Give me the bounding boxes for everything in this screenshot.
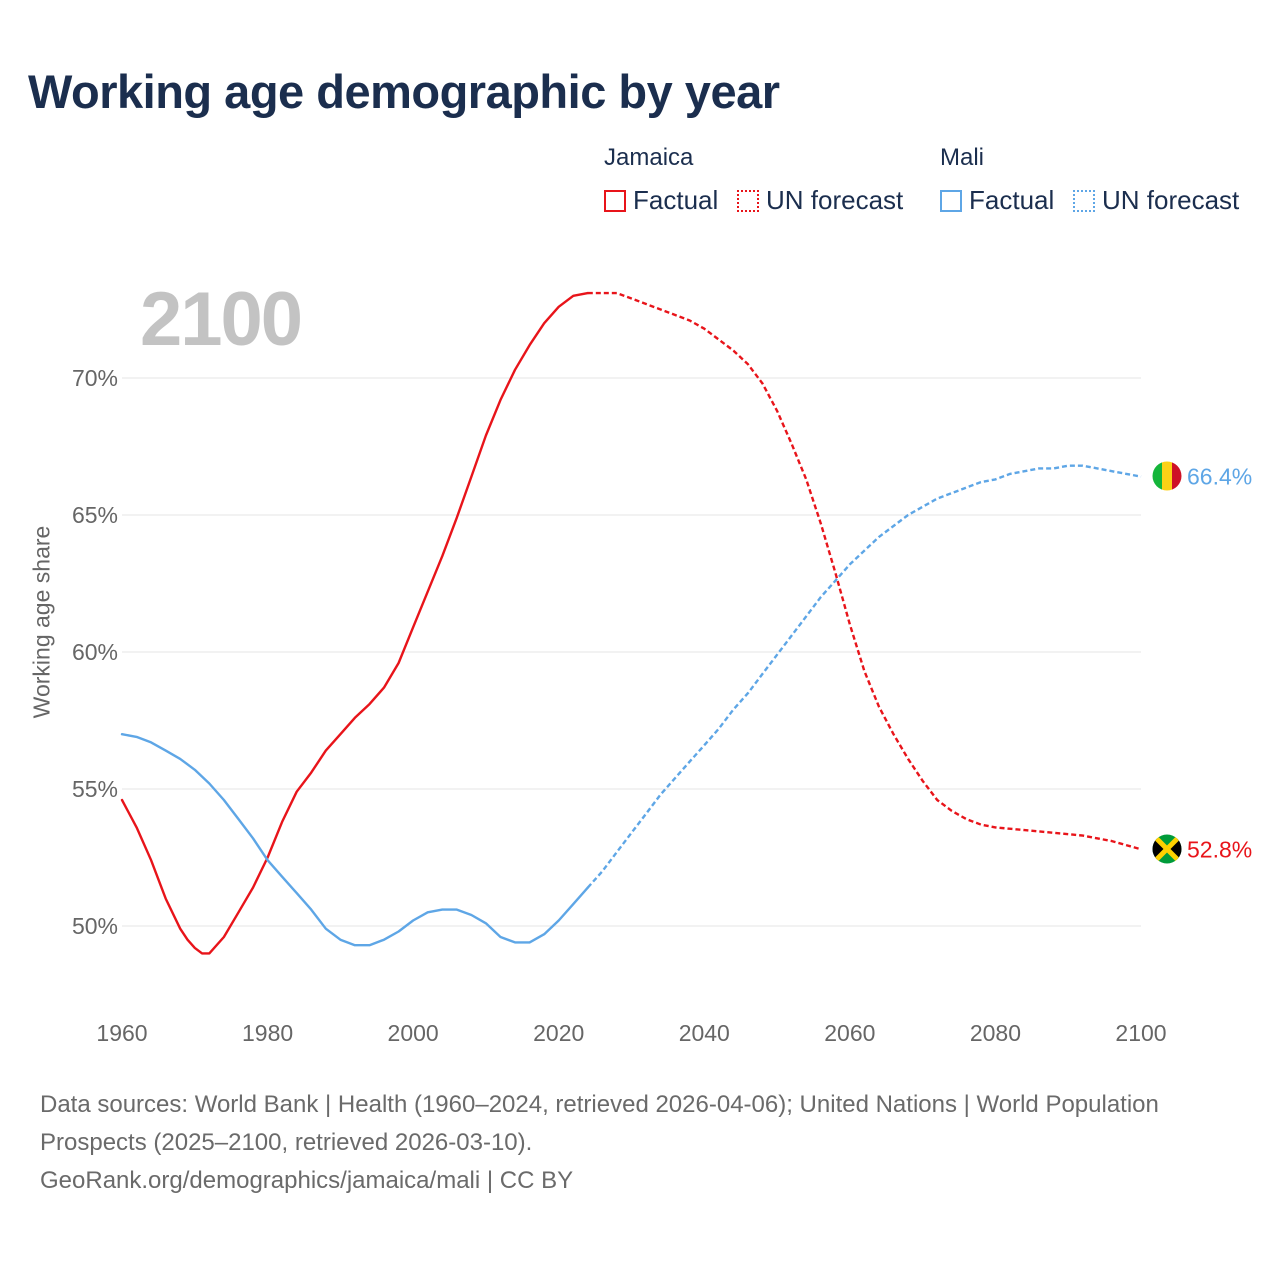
legend-label: UN forecast: [766, 185, 904, 215]
legend-swatch-solid-blue: [940, 189, 962, 212]
legend-label: Factual: [633, 185, 719, 215]
footer-sources: Data sources: World Bank | Health (1960–…: [40, 1091, 1159, 1156]
legend-jamaica-factual[interactable]: Factual: [604, 185, 718, 216]
jamaica-factual-line: [120, 291, 589, 955]
x-tick-label: 1960: [96, 1020, 147, 1046]
x-tick-label: 2040: [679, 1020, 730, 1046]
mali-flag-icon: [1152, 461, 1182, 491]
x-tick-label: 2100: [1115, 1020, 1166, 1046]
end-markers: 52.8% 66.4%: [1152, 461, 1252, 864]
mali-factual-line: [120, 733, 589, 947]
x-tick-label: 2060: [824, 1020, 875, 1046]
current-year-display: 2100: [140, 277, 303, 362]
legend-jamaica-forecast[interactable]: UN forecast: [737, 185, 903, 216]
legend-mali-forecast[interactable]: UN forecast: [1073, 185, 1239, 216]
legend-mali-factual[interactable]: Factual: [940, 185, 1054, 216]
x-tick-label: 1980: [242, 1020, 293, 1046]
mali-end-value-label: 66.4%: [1187, 464, 1252, 490]
legend-label: Factual: [969, 185, 1055, 215]
series-lines: [120, 291, 1142, 955]
y-tick-label: 50%: [72, 913, 118, 939]
footer-attribution[interactable]: GeoRank.org/demographics/jamaica/mali | …: [40, 1167, 574, 1194]
legend-swatch-solid-red: [604, 189, 626, 212]
legend-label: UN forecast: [1102, 185, 1240, 215]
legend-group-jamaica: Jamaica: [604, 144, 694, 171]
jamaica-forecast-line: [587, 291, 1142, 851]
x-tick-label: 2020: [533, 1020, 584, 1046]
gridlines: [122, 377, 1141, 927]
legend-swatch-dotted-red: [737, 189, 759, 212]
chart-title: Working age demographic by year: [28, 65, 780, 118]
jamaica-flag-icon: [1152, 834, 1182, 864]
y-tick-label: 65%: [72, 502, 118, 528]
x-tick-label: 2080: [970, 1020, 1021, 1046]
legend-group-mali: Mali: [940, 144, 985, 171]
legend-swatch-dotted-blue: [1073, 189, 1095, 212]
source-footer: Data sources: World Bank | Health (1960–…: [40, 1086, 1200, 1200]
axis-ticks: 50% 55% 60% 65% 70% 1960 1980 2000 2020 2040 2060 2…: [72, 365, 1167, 1046]
jamaica-end-value-label: 52.8%: [1187, 836, 1252, 862]
y-tick-label: 60%: [72, 639, 118, 665]
mali-forecast-line: [586, 464, 1142, 889]
x-tick-label: 2000: [388, 1020, 439, 1046]
y-tick-label: 55%: [72, 776, 118, 802]
y-tick-label: 70%: [72, 365, 118, 391]
